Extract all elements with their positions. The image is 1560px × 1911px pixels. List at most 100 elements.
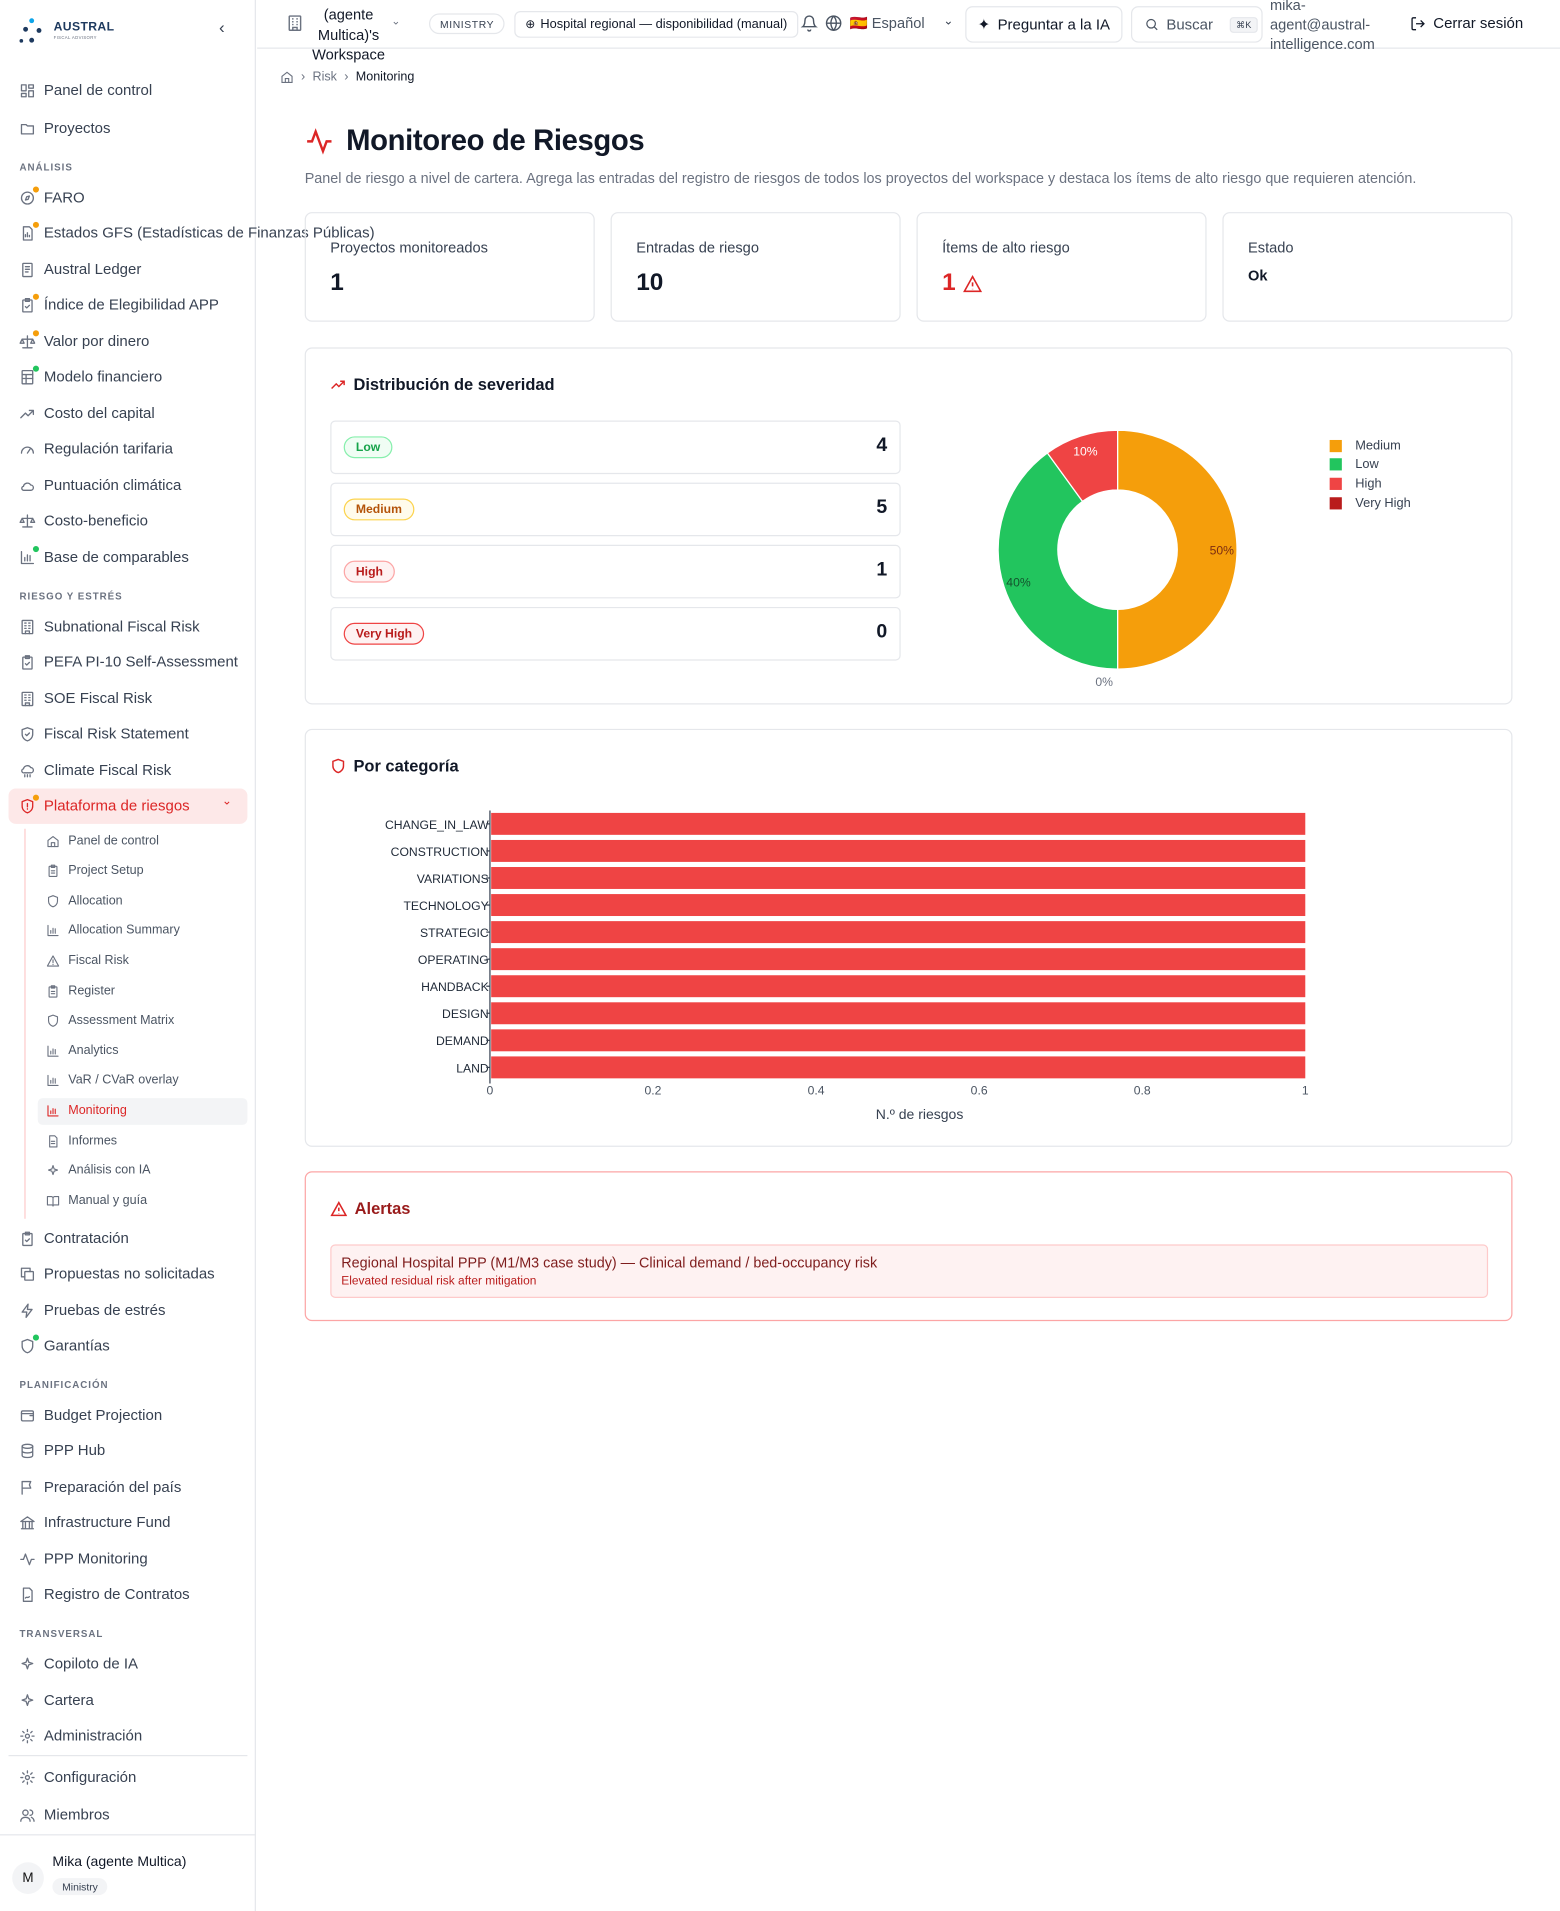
submenu-item-analytics[interactable]: Analytics: [46, 1040, 118, 1062]
bar-variations[interactable]: [491, 867, 1306, 889]
submenu-item-assessment-matrix[interactable]: Assessment Matrix: [46, 1010, 174, 1032]
sidebar-item-propuestas-no-solicitadas[interactable]: Propuestas no solicitadas: [20, 1261, 215, 1285]
legend-item[interactable]: Low: [1329, 455, 1411, 474]
sidebar-item-modelo-financiero[interactable]: Modelo financiero: [20, 364, 162, 388]
sidebar-item-pruebas-de-estr-s[interactable]: Pruebas de estrés: [20, 1298, 166, 1322]
bar-technology[interactable]: [491, 894, 1306, 917]
brand-logo[interactable]: AUSTRAL FISCAL ADVISORY: [19, 15, 115, 47]
bar-operating[interactable]: [491, 948, 1306, 971]
category-card: Por categoría CHANGE_IN_LAW CONSTRUCTION V…: [304, 728, 1513, 1147]
language-selector[interactable]: 🇪🇸 Español: [849, 14, 925, 32]
bar-land[interactable]: [491, 1056, 1306, 1079]
sidebar-item-costo-beneficio[interactable]: Costo-beneficio: [19, 508, 148, 532]
bar-construction[interactable]: [491, 839, 1306, 862]
submenu-item-label: Monitoring: [68, 1104, 127, 1118]
sidebar-item-plataforma-de-riesgos[interactable]: Plataforma de riesgos ⌄: [20, 793, 232, 817]
sidebar-item-garant-as[interactable]: Garantías: [20, 1333, 110, 1357]
sidebar-item-costo-del-capital[interactable]: Costo del capital: [20, 401, 155, 425]
chevron-down-icon[interactable]: ⌄: [391, 14, 401, 27]
sidebar-item-regulaci-n-tarifaria[interactable]: Regulación tarifaria: [20, 436, 173, 460]
sidebar-item-fiscal-risk-statement[interactable]: Fiscal Risk Statement: [20, 722, 189, 746]
sidebar-item-valor-por-dinero[interactable]: Valor por dinero: [19, 329, 149, 353]
bar-strategic[interactable]: [491, 921, 1306, 944]
globe-icon[interactable]: [825, 15, 842, 32]
sidebar-item-preparaci-n-del-pa-s[interactable]: Preparación del país: [20, 1475, 182, 1499]
sidebar-item-label: Puntuación climática: [43, 476, 182, 494]
submenu-item-an-lisis-con-ia[interactable]: Análisis con IA: [46, 1160, 151, 1182]
sidebar-section-title: RIESGO Y ESTRÉS: [19, 591, 123, 603]
submenu-item-panel-de-control[interactable]: Panel de control: [46, 830, 159, 852]
donut-slice-low[interactable]: [997, 452, 1119, 670]
sidebar-item-ppp-monitoring[interactable]: PPP Monitoring: [20, 1547, 148, 1571]
legend-item[interactable]: Very High: [1329, 493, 1411, 512]
ledger-icon: [20, 261, 36, 277]
activity-icon: [307, 128, 332, 155]
submenu-item-manual-y-gu-a[interactable]: Manual y guía: [46, 1190, 147, 1212]
submenu-item-register[interactable]: Register: [46, 980, 115, 1002]
sidebar-item-subnational-fiscal-risk[interactable]: Subnational Fiscal Risk: [20, 614, 200, 638]
home-icon[interactable]: [280, 71, 293, 84]
sidebar-item-contrataci-n[interactable]: Contratación: [20, 1226, 129, 1250]
sidebar-item-administraci-n[interactable]: Administración: [20, 1723, 143, 1747]
submenu-item-label: Project Setup: [68, 864, 144, 878]
breadcrumb-risk[interactable]: Risk: [312, 70, 337, 85]
bar-demand[interactable]: [491, 1029, 1306, 1052]
sidebar-item-base-de-comparables[interactable]: Base de comparables: [20, 545, 189, 569]
collapse-sidebar-icon[interactable]: ‹: [218, 17, 225, 37]
legend-item[interactable]: High: [1329, 474, 1411, 493]
project-selector[interactable]: ⊕ Hospital regional — disponibilidad (ma…: [514, 10, 799, 38]
chevron-down-icon[interactable]: ⌄: [221, 794, 233, 809]
donut-slice-high[interactable]: [1046, 429, 1119, 503]
sparkles-icon: [46, 1164, 59, 1177]
workspace-switcher[interactable]: (agente Multica)'s Workspace: [312, 6, 386, 64]
bar-change_in_law[interactable]: [491, 812, 1306, 835]
bar-design[interactable]: [491, 1002, 1306, 1025]
y-tick-label: CONSTRUCTION: [391, 845, 489, 859]
sidebar-item-proyectos[interactable]: Proyectos: [20, 116, 111, 140]
avatar[interactable]: M: [12, 1862, 44, 1894]
sidebar-item-miembros[interactable]: Miembros: [20, 1803, 110, 1827]
kpi-value: Ok: [1248, 266, 1268, 284]
book-icon: [46, 1194, 60, 1207]
submenu-item-monitoring[interactable]: Monitoring: [46, 1100, 127, 1122]
clipboard-icon: [46, 984, 59, 997]
sidebar-item-label: Administración: [43, 1726, 143, 1745]
sidebar-item-copiloto-de-ia[interactable]: Copiloto de IA: [20, 1651, 138, 1675]
submenu-item-informes[interactable]: Informes: [46, 1130, 117, 1152]
kpi-status: Estado Ok: [1222, 212, 1513, 322]
sidebar-item-cartera[interactable]: Cartera: [20, 1688, 94, 1712]
submenu-item-allocation-summary[interactable]: Allocation Summary: [46, 920, 180, 942]
active-subitem-bg: [37, 1098, 248, 1125]
ask-ai-button[interactable]: ✦ Preguntar a la IA: [965, 6, 1123, 43]
sidebar-item-pefa-pi-10-self-assessment[interactable]: PEFA PI-10 Self-Assessment: [20, 650, 238, 674]
bar-handback[interactable]: [491, 975, 1306, 998]
warning-icon: [330, 1200, 348, 1216]
legend-item[interactable]: Medium: [1329, 436, 1411, 455]
shield-icon: [46, 1014, 59, 1027]
submenu-item-allocation[interactable]: Allocation: [46, 890, 123, 912]
bell-icon[interactable]: [800, 15, 818, 32]
sidebar-item-configuraci-n[interactable]: Configuración: [20, 1765, 136, 1789]
sidebar-item-infrastructure-fund[interactable]: Infrastructure Fund: [20, 1510, 170, 1534]
sidebar-item-climate-fiscal-risk[interactable]: Climate Fiscal Risk: [20, 758, 171, 782]
sidebar-item-estados-gfs-estad-sticas-de-finanzas-p-blicas-[interactable]: Estados GFS (Estadísticas de Finanzas Pú…: [20, 221, 375, 245]
sidebar-item-budget-projection[interactable]: Budget Projection: [20, 1403, 162, 1427]
alert-item[interactable]: Regional Hospital PPP (M1/M3 case study)…: [330, 1244, 1489, 1298]
sidebar-item-puntuaci-n-clim-tica[interactable]: Puntuación climática: [20, 473, 182, 497]
sidebar-item-label: Preparación del país: [43, 1478, 182, 1496]
sidebar-item-austral-ledger[interactable]: Austral Ledger: [20, 257, 141, 281]
logout-button[interactable]: Cerrar sesión: [1410, 15, 1523, 32]
submenu-item-var-cvar-overlay[interactable]: VaR / CVaR overlay: [46, 1070, 179, 1092]
search-button[interactable]: Buscar ⌘K: [1131, 6, 1263, 43]
sidebar-item-ppp-hub[interactable]: PPP Hub: [20, 1438, 105, 1462]
sidebar-item--ndice-de-elegibilidad-app[interactable]: Índice de Elegibilidad APP: [20, 293, 219, 317]
submenu-item-project-setup[interactable]: Project Setup: [46, 860, 144, 882]
shield-icon: [332, 758, 345, 774]
submenu-item-fiscal-risk[interactable]: Fiscal Risk: [46, 950, 129, 972]
sidebar-item-faro[interactable]: FARO: [20, 185, 85, 209]
donut-slice-medium[interactable]: [1116, 429, 1238, 670]
sidebar-item-soe-fiscal-risk[interactable]: SOE Fiscal Risk: [20, 686, 152, 710]
chevron-down-icon[interactable]: ⌄: [943, 14, 954, 29]
sidebar-item-registro-de-contratos[interactable]: Registro de Contratos: [20, 1582, 190, 1606]
sidebar-item-panel-de-control[interactable]: Panel de control: [20, 78, 152, 102]
